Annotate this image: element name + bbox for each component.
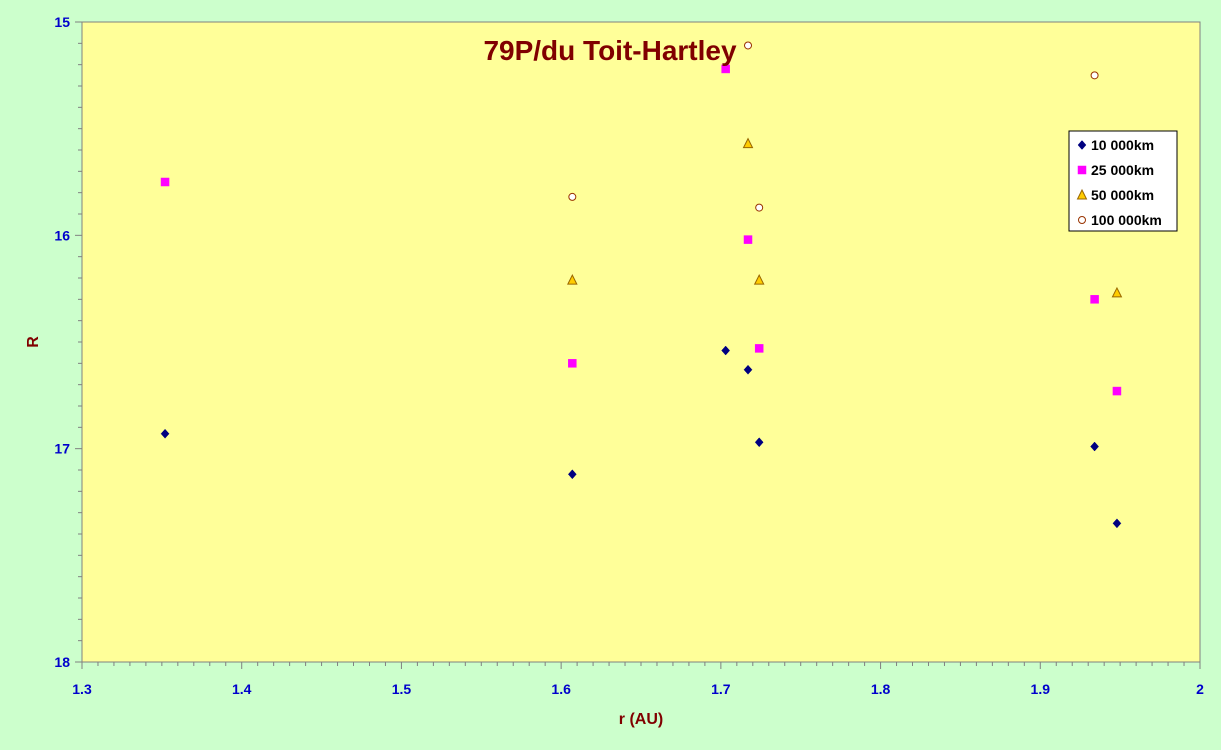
x-tick-label: 1.3 xyxy=(72,681,92,697)
data-point xyxy=(754,437,764,448)
data-point xyxy=(744,41,753,50)
data-point xyxy=(1111,286,1123,298)
x-tick-label: 1.5 xyxy=(392,681,412,697)
series-layer xyxy=(160,41,1123,529)
x-tick-label: 2 xyxy=(1196,681,1204,697)
legend-marker xyxy=(1076,188,1088,200)
plot-area xyxy=(81,21,1201,663)
data-point xyxy=(721,64,730,74)
data-point xyxy=(568,359,577,368)
data-point xyxy=(567,469,577,480)
series-50-000km xyxy=(567,137,1123,298)
legend-label: 50 000km xyxy=(1091,187,1154,203)
data-point xyxy=(753,274,765,285)
y-axis-ticks: 15 16 17 18 xyxy=(54,14,82,670)
data-point xyxy=(1112,386,1122,396)
x-axis-title: r (AU) xyxy=(619,711,663,728)
data-point xyxy=(755,203,764,212)
series-100-000km xyxy=(568,41,1099,212)
legend-label: 25 000km xyxy=(1091,162,1154,178)
legend-marker xyxy=(1078,216,1086,224)
y-axis-title: R xyxy=(25,336,42,348)
data-point xyxy=(743,235,753,244)
chart-title: 79P/du Toit-Hartley xyxy=(483,35,737,66)
data-point xyxy=(1090,441,1099,452)
legend-box xyxy=(1068,130,1178,232)
data-point xyxy=(160,177,170,187)
legend-label: 100 000km xyxy=(1091,212,1162,228)
legend-marker xyxy=(1077,165,1087,175)
x-tick-label: 1.6 xyxy=(551,681,571,697)
data-point xyxy=(160,428,170,439)
x-tick-label: 1.8 xyxy=(871,681,891,697)
legend-label: 10 000km xyxy=(1091,137,1154,153)
series-25-000km xyxy=(160,64,1122,396)
data-point xyxy=(721,345,730,356)
x-tick-label: 1.9 xyxy=(1031,681,1051,697)
x-tick-label: 1.7 xyxy=(711,681,731,697)
series-10-000km xyxy=(160,345,1122,529)
data-point xyxy=(1090,295,1099,304)
legend-marker xyxy=(1077,140,1087,150)
data-point xyxy=(1090,71,1099,80)
data-point xyxy=(743,364,753,375)
y-tick-label: 18 xyxy=(54,654,70,670)
x-axis-ticks: 1.3 1.4 1.5 1.6 1.7 1.8 1.9 2 xyxy=(72,662,1204,697)
y-tick-label: 15 xyxy=(54,14,70,30)
data-point xyxy=(567,274,578,285)
y-tick-label: 16 xyxy=(54,227,70,243)
data-point xyxy=(1112,518,1122,529)
data-point xyxy=(754,344,764,353)
x-tick-label: 1.4 xyxy=(232,681,252,697)
y-tick-label: 17 xyxy=(54,441,70,457)
data-point xyxy=(568,192,577,201)
legend: 10 000km 25 000km 50 000km 100 000km xyxy=(1068,130,1178,232)
data-point xyxy=(742,137,754,149)
